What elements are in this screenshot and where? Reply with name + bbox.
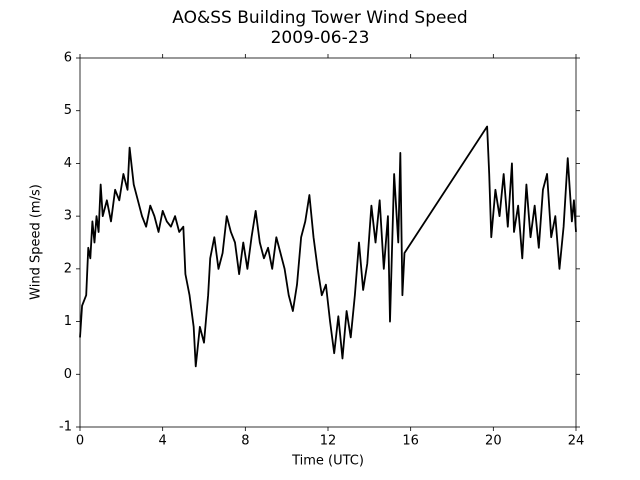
y-tick-label: -1 [59,420,72,435]
x-tick-label: 12 [320,434,337,449]
y-axis-label: Wind Speed (m/s) [29,184,44,300]
y-tick-label: 2 [64,261,72,276]
x-tick-label: 4 [159,434,167,449]
chart-subtitle: 2009-06-23 [271,28,370,48]
y-tick-label: 6 [64,51,72,66]
chart-title: AO&SS Building Tower Wind Speed [172,8,467,28]
x-tick-label: 20 [485,434,502,449]
x-tick-label: 24 [568,434,585,449]
x-tick-label: 16 [402,434,419,449]
y-tick-label: 4 [64,156,72,171]
y-tick-label: 0 [64,367,72,382]
y-tick-label: 3 [64,209,72,224]
x-tick-label: 8 [241,434,249,449]
y-tick-label: 1 [64,314,72,329]
data-line [79,125,577,368]
plot-frame [79,57,577,428]
x-tick-label: 0 [76,434,84,449]
x-axis-label: Time (UTC) [291,454,364,469]
y-tick-label: 5 [64,103,72,118]
